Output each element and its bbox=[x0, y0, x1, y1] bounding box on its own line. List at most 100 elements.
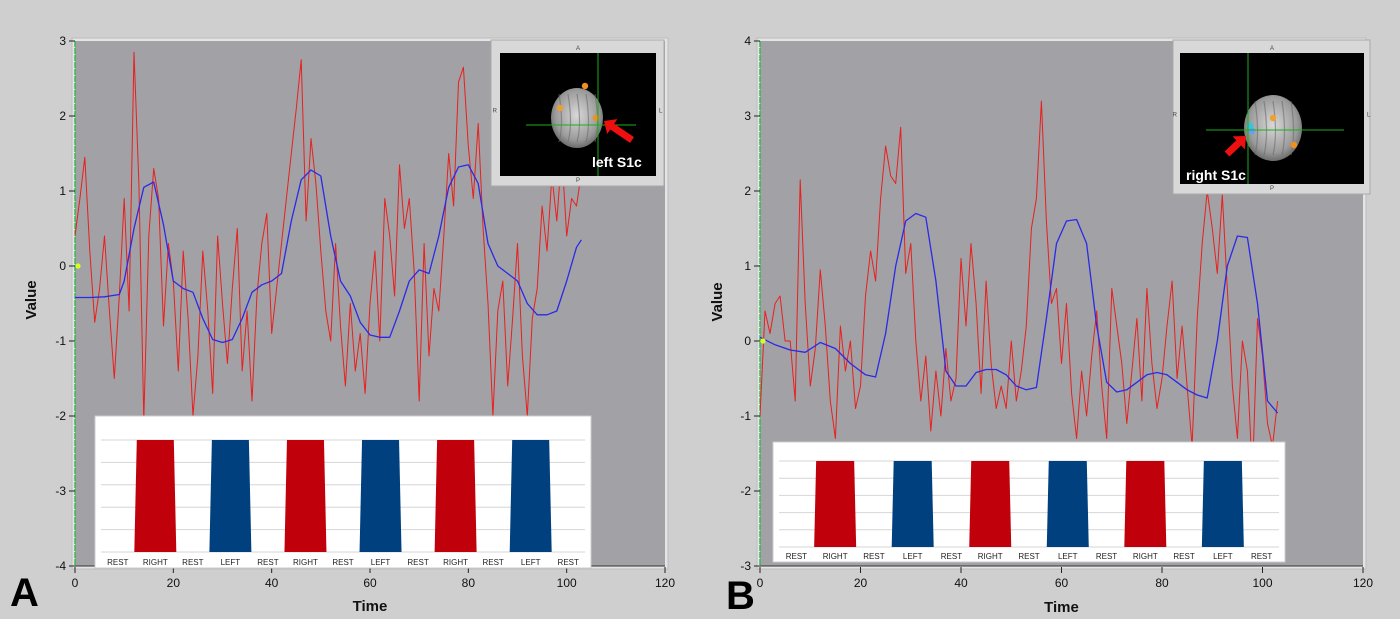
x-tick-label: 100 bbox=[1252, 576, 1272, 590]
block-label: REST bbox=[482, 558, 503, 567]
block-label: LEFT bbox=[1058, 552, 1078, 561]
x-tick-label: 100 bbox=[557, 576, 577, 590]
y-tick-label: -1 bbox=[740, 409, 751, 423]
y-tick-label: 3 bbox=[59, 34, 66, 48]
red-arrow-shape bbox=[1224, 135, 1246, 157]
block-label: REST bbox=[1173, 552, 1194, 561]
inset-label-left: R bbox=[1173, 113, 1178, 119]
y-axis-label: Value bbox=[709, 282, 726, 321]
inset-label-top: A bbox=[576, 46, 580, 52]
y-tick-label: -1 bbox=[55, 334, 66, 348]
y-tick-label: 1 bbox=[744, 259, 751, 273]
block-label: REST bbox=[1251, 552, 1272, 561]
block-label: RIGHT bbox=[293, 558, 318, 567]
x-tick-label: 0 bbox=[72, 576, 79, 590]
x-tick-label: 60 bbox=[363, 576, 377, 590]
inset-label-top: A bbox=[1270, 46, 1274, 52]
red-arrow bbox=[1224, 135, 1246, 157]
block-left bbox=[359, 440, 402, 552]
activation-blob bbox=[1290, 141, 1298, 149]
block-design-chart bbox=[772, 441, 1286, 563]
x-axis-label: Time bbox=[353, 598, 388, 615]
panel-b: -3 -2 -1 0 1 2 3 4 0 20 40 60 80 100 120 Time Value REST R… bbox=[700, 0, 1400, 619]
y-tick-label: -2 bbox=[55, 409, 66, 423]
brain-sulcus bbox=[576, 93, 581, 143]
x-tick-label: 120 bbox=[1353, 576, 1373, 590]
block-label: LEFT bbox=[521, 558, 541, 567]
x-tick-label: 80 bbox=[462, 576, 476, 590]
y-tick-label: -2 bbox=[740, 484, 751, 498]
activation-blob bbox=[581, 82, 589, 90]
inset-label-right: L bbox=[1367, 113, 1371, 119]
block-label: REST bbox=[863, 552, 884, 561]
x-axis-label: Time bbox=[1044, 599, 1079, 616]
block-label: LEFT bbox=[903, 552, 923, 561]
block-label: REST bbox=[257, 558, 278, 567]
red-arrow-shape bbox=[604, 119, 634, 143]
block-label: LEFT bbox=[221, 558, 241, 567]
x-tick-label: 80 bbox=[1155, 576, 1169, 590]
block-right bbox=[284, 440, 327, 552]
block-left bbox=[891, 461, 934, 547]
block-right bbox=[134, 440, 177, 552]
panel-letter: A bbox=[10, 571, 39, 615]
panel-a: -4 -3 -2 -1 0 1 2 3 0 20 40 60 80 100 120 Time Value REST… bbox=[10, 34, 675, 615]
inset-label-bottom: P bbox=[576, 178, 580, 184]
block-left bbox=[1201, 461, 1244, 547]
block-label: REST bbox=[786, 552, 807, 561]
block-label: RIGHT bbox=[978, 552, 1003, 561]
block-right bbox=[434, 440, 477, 552]
y-tick-label: 2 bbox=[59, 109, 66, 123]
brain-sulcus bbox=[1290, 100, 1295, 156]
block-label: REST bbox=[182, 558, 203, 567]
origin-dot bbox=[75, 263, 81, 269]
brain-sulcus bbox=[1272, 100, 1277, 156]
activation-blob bbox=[1248, 127, 1256, 135]
block-left bbox=[509, 440, 552, 552]
y-axis-label: Value bbox=[23, 280, 40, 319]
brain-slice bbox=[1244, 95, 1302, 161]
chart-svg: -4 -3 -2 -1 0 1 2 3 0 20 40 60 80 100 120 Time Value REST… bbox=[10, 34, 675, 615]
x-tick-label: 0 bbox=[757, 576, 764, 590]
inset-label-bottom: P bbox=[1270, 186, 1274, 192]
x-tick-label: 40 bbox=[265, 576, 279, 590]
brain-sulcus bbox=[567, 93, 572, 143]
block-label: LEFT bbox=[371, 558, 391, 567]
series-group bbox=[75, 51, 582, 421]
activation-blob bbox=[556, 104, 564, 112]
block-label: REST bbox=[941, 552, 962, 561]
block-right bbox=[814, 461, 857, 547]
brain-sulcus bbox=[585, 93, 590, 143]
block-right bbox=[969, 461, 1012, 547]
block-label: LEFT bbox=[1213, 552, 1233, 561]
block-design-chart bbox=[94, 415, 592, 569]
y-tick-label: 3 bbox=[744, 109, 751, 123]
x-tick-label: 120 bbox=[655, 576, 675, 590]
y-tick-label: 1 bbox=[59, 184, 66, 198]
brain-slice bbox=[551, 88, 603, 148]
block-label: REST bbox=[1096, 552, 1117, 561]
x-tick-label: 40 bbox=[954, 576, 968, 590]
block-right bbox=[1124, 461, 1167, 547]
x-tick-label: 20 bbox=[167, 576, 181, 590]
y-tick-label: 2 bbox=[744, 184, 751, 198]
inset-label-right: L bbox=[659, 109, 663, 115]
origin-dot bbox=[760, 338, 766, 344]
inset-label-left: R bbox=[493, 109, 498, 115]
block-label: RIGHT bbox=[143, 558, 168, 567]
raw-signal-line bbox=[760, 100, 1279, 477]
y-tick-label: 4 bbox=[744, 34, 751, 48]
activation-blob bbox=[1269, 114, 1277, 122]
raw-signal-line bbox=[75, 51, 582, 421]
y-tick-label: -4 bbox=[55, 559, 66, 573]
block-label: RIGHT bbox=[443, 558, 468, 567]
block-label: REST bbox=[407, 558, 428, 567]
panel-letter: B bbox=[726, 574, 755, 618]
model-fit-line bbox=[75, 164, 582, 344]
brain-sulcus bbox=[558, 93, 563, 143]
y-tick-label: -3 bbox=[55, 484, 66, 498]
model-fit-line bbox=[760, 212, 1279, 414]
region-annotation: left S1c bbox=[592, 154, 642, 170]
brain-sulcus bbox=[1254, 100, 1259, 156]
